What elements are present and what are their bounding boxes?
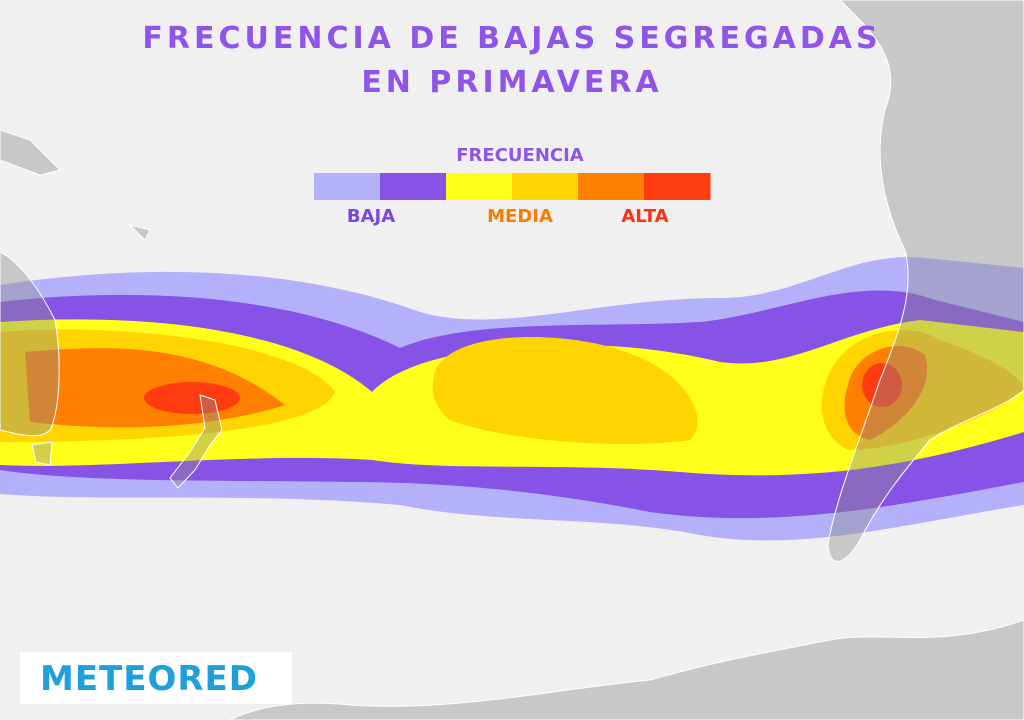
logo: METEORED	[40, 659, 258, 699]
legend-swatch	[512, 173, 579, 200]
antarctica	[229, 619, 1024, 720]
legend-swatch	[578, 173, 645, 200]
legend-swatch	[446, 173, 513, 200]
legend-title: FRECUENCIA	[456, 145, 584, 166]
band-very-high	[862, 363, 902, 407]
legend-swatch	[314, 173, 381, 200]
tasmania	[31, 441, 53, 466]
title-line-2: EN PRIMAVERA	[361, 65, 662, 100]
islands	[0, 129, 151, 241]
legend-swatch	[380, 173, 447, 200]
title-line-1: FRECUENCIA DE BAJAS SEGREGADAS	[142, 21, 881, 56]
australia	[0, 251, 60, 437]
legend-swatches	[314, 173, 711, 200]
band-very-high	[144, 382, 240, 414]
new-zealand	[169, 394, 223, 489]
band-mid-high	[0, 329, 1024, 450]
legend-label: BAJA	[347, 206, 395, 227]
legend-label: ALTA	[621, 206, 668, 227]
logo-box	[20, 652, 292, 704]
legend-swatch	[644, 173, 711, 200]
south-america	[827, 0, 1024, 562]
frequency-bands	[0, 257, 1024, 541]
legend-label: MEDIA	[487, 206, 553, 227]
